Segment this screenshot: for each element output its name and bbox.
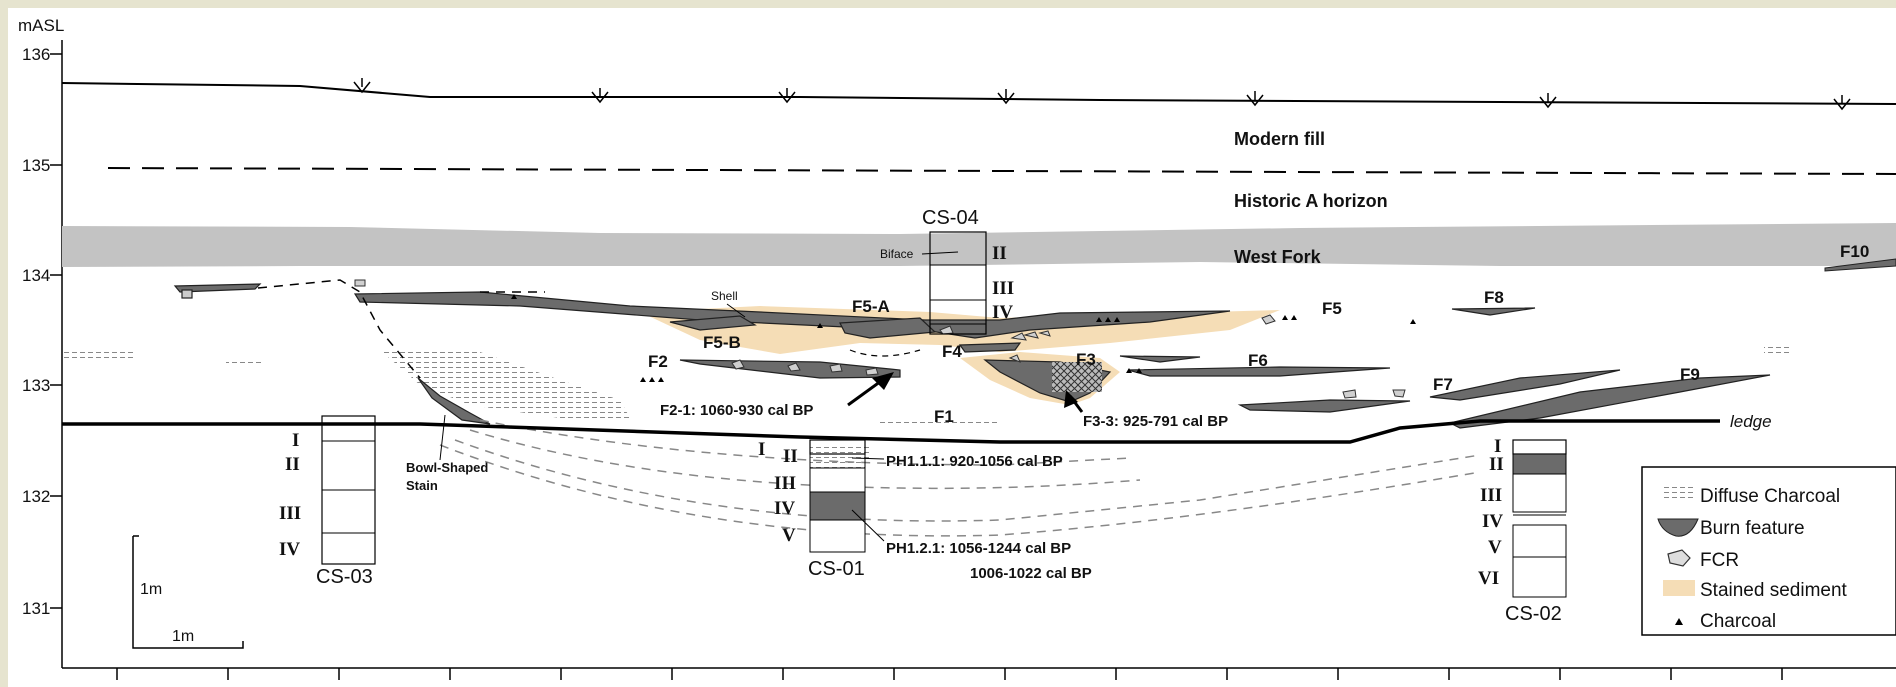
cs01-title: CS-01 [808, 558, 865, 580]
scale-horizontal-label: 1m [172, 628, 194, 645]
y-tick-label: 135 [22, 156, 50, 175]
legend-label: Stained sediment [1700, 580, 1848, 601]
cs02-unit: II [1489, 454, 1504, 475]
f8-label: F8 [1484, 288, 1504, 307]
burn-feature-icon [1657, 518, 1699, 537]
cs03-unit: I [292, 430, 299, 451]
cs02-title: CS-02 [1505, 603, 1562, 625]
feature-labels: F5-A F5-B F5 F8 F4 F3 F2 F6 F7 F9 F1 [648, 288, 1700, 426]
scale-vertical-label: 1m [140, 581, 162, 598]
f2-date-label: F2-1: 1060-930 cal BP [660, 402, 813, 419]
bowl-stain-label-line2: Stain [406, 478, 438, 493]
cs01-unit: II [783, 446, 798, 467]
cs04-unit: III [992, 278, 1014, 299]
y-tick-label: 131 [22, 599, 50, 618]
legend-label: FCR [1700, 550, 1739, 571]
cs03-title: CS-03 [316, 566, 373, 588]
legend-label: Charcoal [1700, 611, 1776, 632]
cs03-unit: IV [279, 539, 300, 560]
diffuse-charcoal-icon [1663, 487, 1695, 501]
f7-label: F7 [1433, 375, 1453, 394]
cs03-unit: III [279, 503, 301, 524]
y-tick-label: 136 [22, 45, 50, 64]
column-cs02: I II III IV V VI CS-02 [1478, 436, 1567, 625]
ledge-label: ledge [1730, 412, 1772, 431]
feature-f5-left [173, 283, 262, 293]
f6-label: F6 [1248, 351, 1268, 370]
f4-label: F4 [942, 342, 962, 361]
cs02-unit: IV [1482, 511, 1503, 532]
y-axis-unit-label: mASL [18, 16, 64, 35]
ph121b-date-label: 1006-1022 cal BP [970, 565, 1092, 582]
f3-date-label: F3-3: 925-791 cal BP [1083, 413, 1228, 430]
cs01-unit: I [758, 439, 765, 460]
f5-label: F5 [1322, 299, 1342, 318]
legend-label: Burn feature [1700, 518, 1805, 539]
x-axis [62, 667, 1896, 680]
surface-marker-icon [353, 78, 1851, 111]
modern-fill-boundary [107, 167, 1896, 175]
cs04-unit: IV [992, 302, 1013, 323]
fcr-pieces [354, 279, 1406, 399]
ph111-date-label: PH1.1.1: 920-1056 cal BP [886, 453, 1063, 470]
ph121-date-label: PH1.2.1: 1056-1244 cal BP [886, 540, 1071, 557]
ledge-line [62, 419, 1720, 444]
cs01-unit: IV [774, 498, 795, 519]
feature-f5a [839, 317, 937, 339]
feature-f7 [1429, 369, 1621, 401]
cs02-unit: V [1488, 537, 1502, 558]
f5b-label: F5-B [703, 333, 741, 352]
feature-f6 [1127, 366, 1391, 377]
feature-f3-fcr-cluster [1052, 362, 1102, 392]
stained-sediment-icon [1663, 580, 1695, 596]
charcoal-flecks [511, 294, 1416, 382]
cs04-unit: II [992, 243, 1007, 264]
column-cs04: CS-04 II III IV [922, 207, 1014, 335]
burn-features [173, 283, 1771, 429]
y-axis: mASL 136 135 134 133 132 131 [18, 16, 64, 668]
legend: Diffuse Charcoal Burn feature FCR Staine… [1641, 466, 1896, 636]
charcoal-icon [1675, 618, 1683, 625]
f9-label: F9 [1680, 365, 1700, 384]
biface-label: Biface [880, 247, 914, 261]
west-fork-label: West Fork [1234, 247, 1322, 267]
feature-upper-band [353, 291, 1231, 339]
cs02-unit: III [1480, 485, 1502, 506]
cs01-unit: III [774, 473, 796, 494]
cs01-unit: V [782, 525, 796, 546]
f3-label: F3 [1076, 350, 1096, 369]
y-tick-label: 133 [22, 376, 50, 395]
fcr-icon [1667, 549, 1691, 567]
feature-f3-lens [1119, 355, 1201, 363]
f1-label: F1 [934, 407, 954, 426]
feature-f8 [1451, 307, 1536, 316]
bowl-stain-label-line1: Bowl-Shaped [406, 460, 488, 475]
feature-f7-lens [1237, 399, 1411, 413]
feature-bowl-stain [417, 377, 491, 425]
f5a-label: F5-A [852, 297, 890, 316]
historic-a-label: Historic A horizon [1234, 191, 1388, 211]
f10-label: F10 [1840, 242, 1869, 261]
ground-surface [61, 78, 1896, 111]
legend-label: Diffuse Charcoal [1700, 486, 1840, 507]
west-fork-band [62, 223, 1896, 267]
cs03-unit: II [285, 454, 300, 475]
feature-f4 [958, 342, 1022, 353]
cs02-unit: VI [1478, 568, 1499, 589]
y-tick-label: 132 [22, 487, 50, 506]
f2-label: F2 [648, 352, 668, 371]
column-cs01: I II III IV V CS-01 PH1.1.1: 920-1056 ca… [758, 439, 1092, 582]
feature-f5b [669, 315, 757, 331]
cs04-title: CS-04 [922, 207, 979, 229]
scale-bar: 1m 1m [132, 535, 244, 649]
y-tick-label: 134 [22, 266, 50, 285]
feature-f10 [1824, 258, 1896, 272]
shell-label: Shell [711, 289, 738, 303]
plot-panel [8, 8, 1896, 687]
modern-fill-label: Modern fill [1234, 129, 1325, 149]
cs02-unit: I [1494, 436, 1501, 457]
column-cs03: I II III IV CS-03 [279, 415, 376, 588]
feature-f9 [1448, 374, 1771, 429]
